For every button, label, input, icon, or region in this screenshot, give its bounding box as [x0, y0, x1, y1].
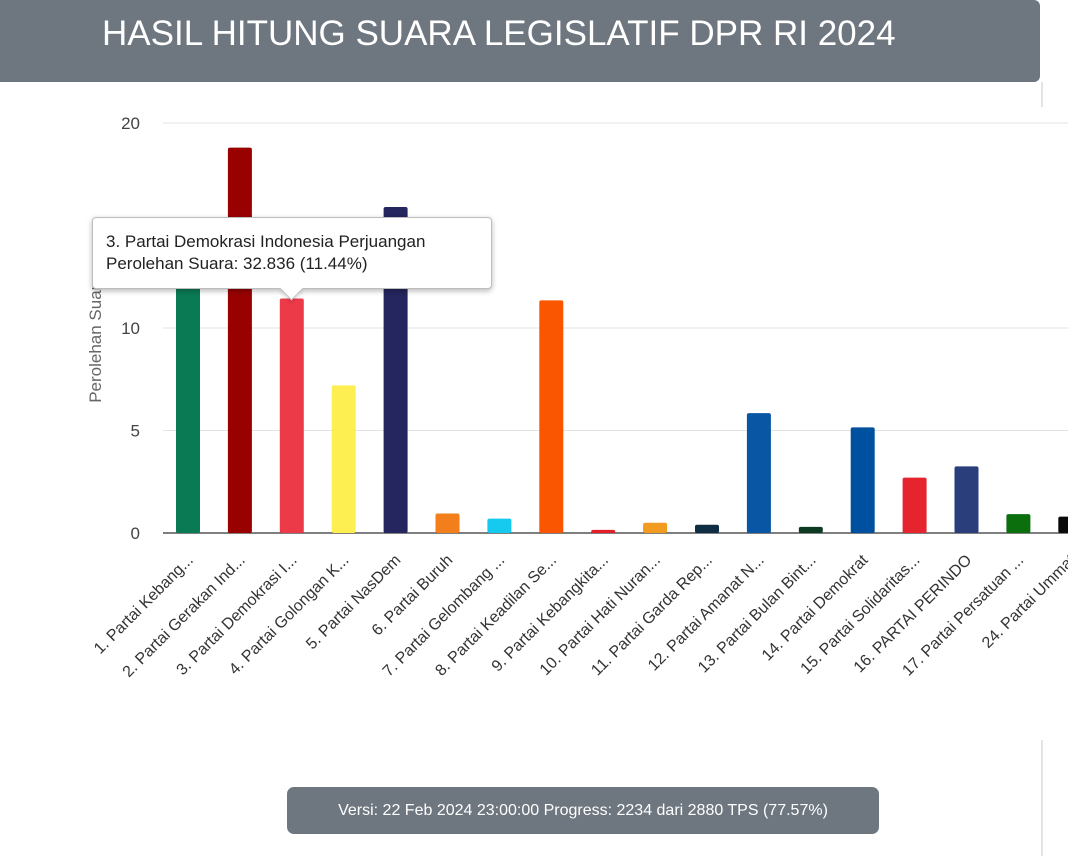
bar[interactable]: [331, 385, 356, 533]
bar[interactable]: [487, 518, 512, 533]
bar[interactable]: [176, 270, 200, 533]
bar[interactable]: [1006, 514, 1031, 533]
x-axis-labels: 1. Partai Kebang...2. Partai Gerakan Ind…: [91, 551, 1068, 680]
x-tick-label: 5. Partai NasDem: [303, 552, 404, 653]
y-tick-label: 20: [121, 114, 140, 133]
version-progress-badge: Versi: 22 Feb 2024 23:00:00 Progress: 22…: [287, 787, 879, 834]
bar[interactable]: [279, 298, 304, 533]
bar[interactable]: [695, 524, 719, 533]
bar[interactable]: [539, 300, 564, 533]
header-bar: HASIL HITUNG SUARA LEGISLATIF DPR RI 202…: [0, 0, 1040, 82]
right-divider-top: [1041, 82, 1043, 107]
bar-chart: 0 5 10 20 Perolehan Suara 1. Partai Kebang.…: [86, 114, 1068, 681]
bar[interactable]: [227, 147, 252, 533]
bar[interactable]: [435, 513, 460, 533]
right-divider-bottom: [1041, 740, 1043, 856]
y-axis-ticks: 0 5 10 20: [121, 114, 140, 543]
x-tick-label: 1. Partai Kebang...: [91, 552, 197, 658]
bars: [176, 147, 1068, 534]
y-tick-label: 10: [121, 319, 140, 338]
y-axis-label: Perolehan Suara: [86, 275, 105, 403]
bar[interactable]: [746, 413, 771, 533]
tooltip-party: 3. Partai Demokrasi Indonesia Perjuangan: [106, 232, 426, 251]
y-tick-label: 0: [131, 524, 140, 543]
page-title: HASIL HITUNG SUARA LEGISLATIF DPR RI 202…: [102, 14, 896, 53]
bar[interactable]: [954, 466, 979, 533]
bar[interactable]: [850, 427, 875, 533]
bar[interactable]: [591, 529, 616, 533]
bar[interactable]: [902, 477, 927, 533]
bar[interactable]: [643, 522, 668, 533]
y-tick-label: 5: [131, 422, 140, 441]
tooltip: 3. Partai Demokrasi Indonesia Perjuangan…: [92, 217, 492, 301]
bar[interactable]: [798, 526, 823, 533]
bar[interactable]: [1058, 516, 1068, 533]
tooltip-votes: Perolehan Suara: 32.836 (11.44%): [106, 254, 368, 273]
